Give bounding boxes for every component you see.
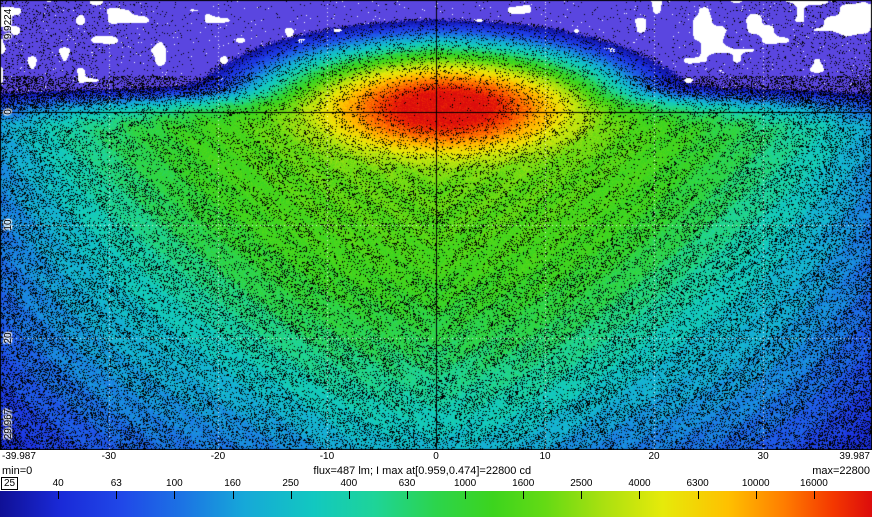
status-bar: min=0 flux=487 lm; I max at[0.959,0.474]… bbox=[0, 464, 872, 477]
x-tick-label: 0 bbox=[433, 451, 439, 462]
colorbar-label: 630 bbox=[398, 478, 416, 489]
y-tick-label: 29.967 bbox=[3, 408, 14, 440]
colorbar-tick bbox=[348, 491, 350, 499]
y-tick-label: 20 bbox=[3, 331, 14, 344]
colorbar-labels: 25 40 63 100 160 250 400 630 1000 1600 2500 4000 630… bbox=[0, 477, 872, 491]
colorbar bbox=[0, 491, 872, 517]
colorbar-label: 400 bbox=[340, 478, 358, 489]
colorbar-label: 40 bbox=[52, 478, 64, 489]
colorbar-label: 160 bbox=[224, 478, 241, 489]
flux-status-text: flux=487 lm; I max at[0.959,0.474]=22800… bbox=[313, 464, 532, 477]
colorbar-tick bbox=[58, 491, 60, 499]
plot-area: 9.9224 0 10 20 29.967 bbox=[0, 0, 872, 450]
colorbar-tick bbox=[232, 491, 234, 499]
colorbar-label: 4000 bbox=[628, 478, 651, 489]
x-tick-label: -30 bbox=[101, 451, 117, 462]
y-tick-label: 0 bbox=[3, 109, 14, 115]
colorbar-label: 1600 bbox=[512, 478, 535, 489]
y-tick-label: 10 bbox=[3, 219, 14, 231]
colorbar-label: 1000 bbox=[453, 478, 477, 489]
colorbar-label: 2500 bbox=[570, 478, 593, 489]
colorbar-tick bbox=[290, 491, 292, 499]
colorbar-label: 63 bbox=[110, 478, 122, 489]
colorbar-tick bbox=[755, 491, 757, 499]
x-tick-label: 20 bbox=[648, 451, 660, 462]
x-axis-labels: -39.987 -30 -20 -10 0 10 20 30 39.987 bbox=[0, 450, 872, 464]
colorbar-tick bbox=[697, 491, 699, 499]
x-tick-label: 30 bbox=[757, 451, 769, 462]
y-tick-label: 9.9224 bbox=[3, 8, 14, 40]
colorbar-tick bbox=[639, 491, 641, 499]
colorbar-label: 10000 bbox=[741, 478, 770, 489]
colorbar-min-label[interactable]: 25 bbox=[1, 477, 19, 490]
x-tick-label: -20 bbox=[210, 451, 226, 462]
max-value-label: max=22800 bbox=[812, 464, 870, 477]
colorbar-tick bbox=[406, 491, 408, 499]
colorbar-label: 16000 bbox=[799, 478, 828, 489]
colorbar-tick bbox=[523, 491, 525, 499]
colorbar-tick bbox=[465, 491, 467, 499]
min-value-label: min=0 bbox=[2, 464, 33, 477]
colorbar-tick bbox=[174, 491, 176, 499]
colorbar-tick bbox=[813, 491, 815, 499]
x-tick-label: 39.987 bbox=[839, 451, 870, 462]
heatmap-canvas bbox=[0, 0, 872, 450]
colorbar-tick bbox=[581, 491, 583, 499]
colorbar-label: 250 bbox=[282, 478, 299, 489]
x-tick-label: -10 bbox=[319, 451, 335, 462]
colorbar-label: 6300 bbox=[686, 478, 709, 489]
x-tick-label: 10 bbox=[539, 451, 551, 462]
colorbar-label: 100 bbox=[166, 478, 183, 489]
x-tick-label: -39.987 bbox=[2, 451, 36, 462]
colorbar-gradient bbox=[0, 491, 872, 517]
bottom-margin bbox=[0, 517, 872, 524]
colorbar-tick bbox=[116, 491, 118, 499]
